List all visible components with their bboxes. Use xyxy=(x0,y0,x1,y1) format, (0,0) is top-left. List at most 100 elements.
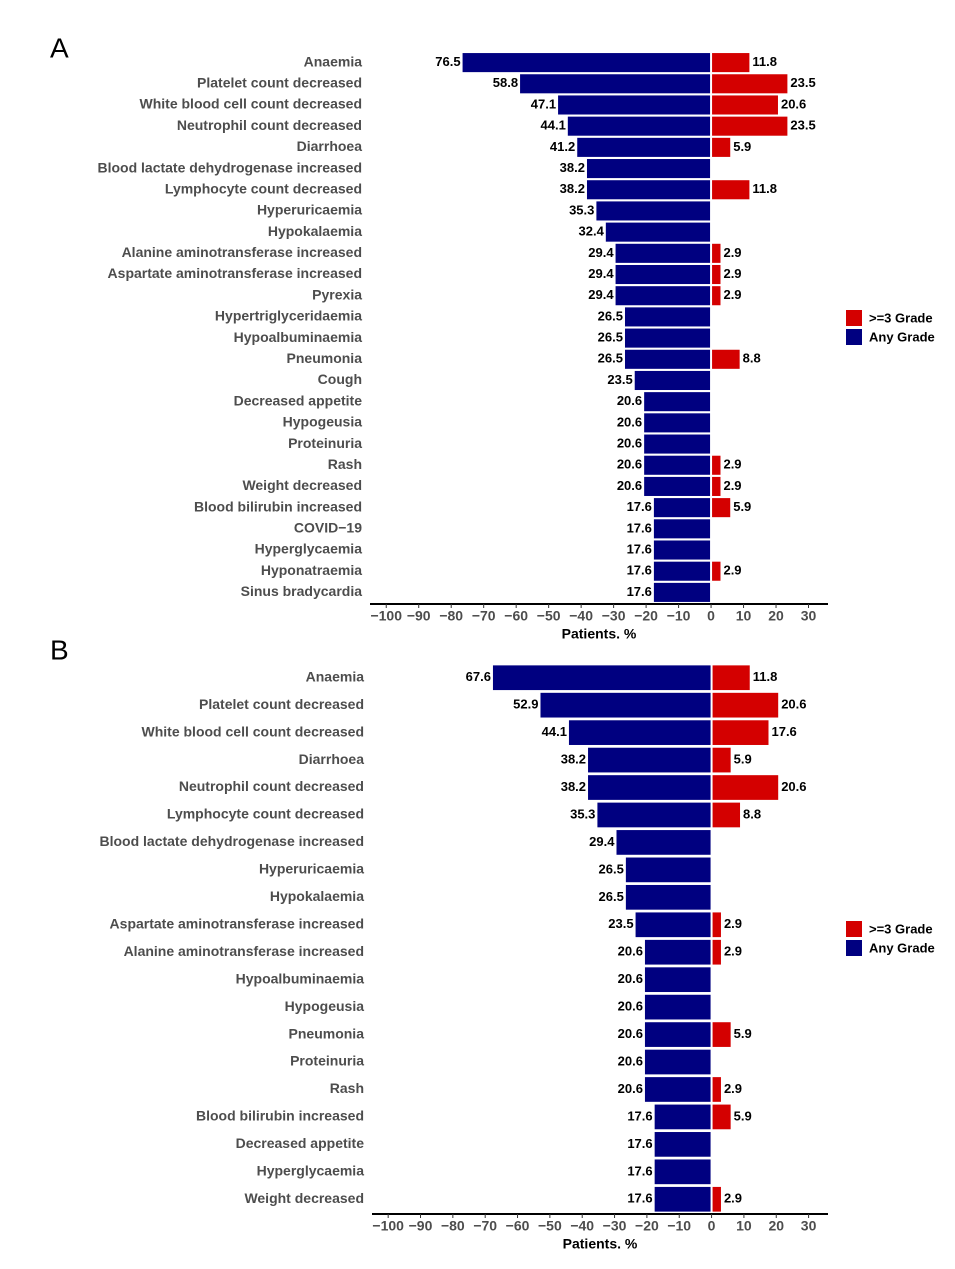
category-label: COVID−19 xyxy=(294,520,362,536)
value-label: 2.9 xyxy=(724,944,742,959)
bar xyxy=(654,1132,711,1157)
bar xyxy=(520,74,711,94)
value-label: 17.6 xyxy=(627,584,652,599)
legend-label: >=3 Grade xyxy=(869,921,933,936)
bar xyxy=(712,116,788,136)
bar xyxy=(712,1104,731,1130)
bar xyxy=(644,1049,711,1075)
value-label: 20.6 xyxy=(618,1026,643,1041)
value-label: 17.6 xyxy=(627,1163,652,1178)
bar xyxy=(644,967,711,993)
bar xyxy=(712,720,769,745)
category-label: Hyperuricaemia xyxy=(259,861,364,877)
bar xyxy=(712,286,721,306)
value-label: 29.4 xyxy=(589,834,615,849)
category-label: Alanine aminotransferase increased xyxy=(122,244,362,260)
value-label: 5.9 xyxy=(734,1026,752,1041)
bar xyxy=(624,328,711,348)
x-tick-label: −60 xyxy=(504,608,528,624)
x-tick-label: −10 xyxy=(667,608,691,624)
category-label: Blood bilirubin increased xyxy=(196,1108,364,1124)
value-label: 2.9 xyxy=(723,478,741,493)
x-tick-label: 10 xyxy=(736,608,752,624)
category-label: Neutrophil count decreased xyxy=(177,117,362,133)
category-label: Weight decreased xyxy=(242,477,362,493)
bar xyxy=(624,349,711,369)
category-label: Hypogeusia xyxy=(285,998,365,1014)
bar xyxy=(712,912,721,938)
value-label: 2.9 xyxy=(723,563,741,578)
bar xyxy=(712,802,741,828)
category-label: Weight decreased xyxy=(244,1190,364,1206)
x-tick-label: −80 xyxy=(439,608,463,624)
bar xyxy=(644,455,711,475)
category-label: White blood cell count decreased xyxy=(142,723,364,739)
bar xyxy=(654,1159,711,1185)
value-label: 17.6 xyxy=(627,499,652,514)
x-axis-title: Patients. % xyxy=(563,1236,638,1252)
bar xyxy=(644,1022,711,1047)
x-tick-label: −80 xyxy=(441,1218,465,1234)
category-label: Anaemia xyxy=(304,53,363,69)
legend-label: Any Grade xyxy=(869,329,935,344)
value-label: 47.1 xyxy=(531,96,556,111)
value-label: 20.6 xyxy=(617,457,642,472)
bar xyxy=(625,857,711,883)
bar xyxy=(605,222,711,242)
bar xyxy=(654,1186,711,1212)
value-label: 8.8 xyxy=(743,351,761,366)
category-label: Neutrophil count decreased xyxy=(179,778,364,794)
value-label: 2.9 xyxy=(723,287,741,302)
value-label: 20.6 xyxy=(617,435,642,450)
x-tick-label: −30 xyxy=(603,1218,627,1234)
value-label: 20.6 xyxy=(617,478,642,493)
bar xyxy=(712,53,750,73)
bar xyxy=(712,1022,731,1047)
value-label: 20.6 xyxy=(618,971,643,986)
value-label: 23.5 xyxy=(790,118,815,133)
value-label: 38.2 xyxy=(561,752,586,767)
value-label: 32.4 xyxy=(579,224,605,239)
value-label: 20.6 xyxy=(781,697,806,712)
legend-label: Any Grade xyxy=(869,940,935,955)
bar xyxy=(653,582,711,602)
category-label: Sinus bradycardia xyxy=(241,583,363,599)
bar xyxy=(654,1104,711,1130)
x-tick-label: −40 xyxy=(570,1218,594,1234)
bar xyxy=(712,180,750,200)
category-label: Hyponatraemia xyxy=(261,562,362,578)
value-label: 8.8 xyxy=(743,806,761,821)
value-label: 17.6 xyxy=(627,563,652,578)
bar xyxy=(597,802,711,828)
panel-label: B xyxy=(50,634,69,665)
category-label: Hypogeusia xyxy=(283,414,363,430)
value-label: 2.9 xyxy=(724,1081,742,1096)
value-label: 23.5 xyxy=(607,372,632,387)
category-label: Pneumonia xyxy=(287,350,363,366)
bar xyxy=(625,884,711,910)
value-label: 20.6 xyxy=(618,944,643,959)
category-label: Hypoalbuminaemia xyxy=(234,329,363,345)
bar xyxy=(712,1186,721,1212)
bar xyxy=(634,370,711,391)
bar xyxy=(644,476,711,496)
bar xyxy=(712,137,731,157)
bar xyxy=(616,830,711,855)
x-tick-label: −20 xyxy=(635,1218,659,1234)
category-label: Hyperuricaemia xyxy=(257,202,362,218)
value-label: 58.8 xyxy=(493,75,518,90)
value-label: 20.6 xyxy=(781,779,806,794)
value-label: 20.6 xyxy=(618,999,643,1014)
x-tick-label: −30 xyxy=(602,608,626,624)
bar xyxy=(653,540,711,560)
category-label: Lymphocyte count decreased xyxy=(167,806,364,822)
panel-label: A xyxy=(50,32,69,63)
value-label: 2.9 xyxy=(724,1191,742,1206)
value-label: 67.6 xyxy=(466,669,491,684)
bar xyxy=(558,95,711,115)
value-label: 11.8 xyxy=(752,54,777,69)
category-label: Platelet count decreased xyxy=(199,696,364,712)
category-label: White blood cell count decreased xyxy=(140,96,362,112)
bar xyxy=(712,498,731,518)
category-label: Rash xyxy=(330,1080,364,1096)
